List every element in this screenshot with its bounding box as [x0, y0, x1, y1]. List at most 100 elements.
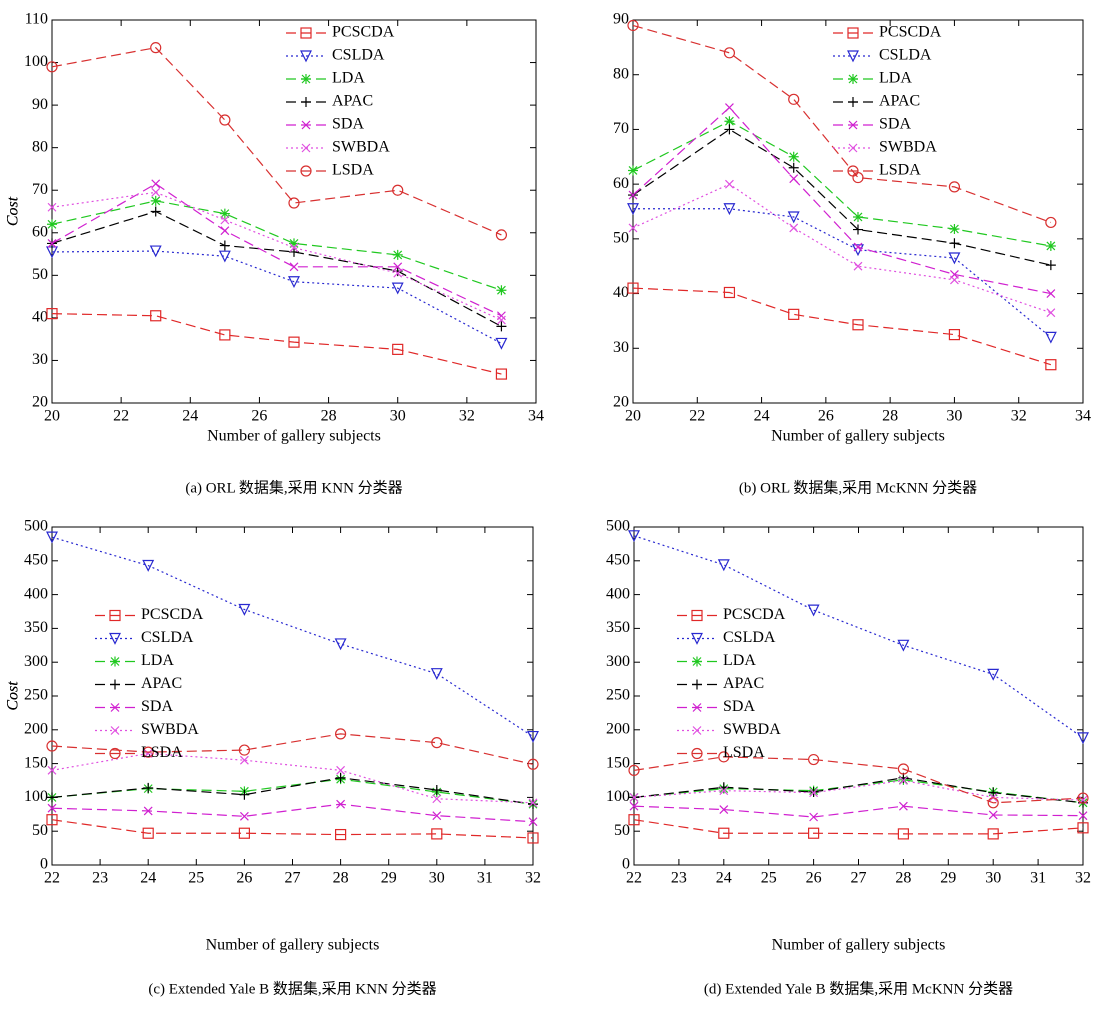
marker [143, 782, 154, 793]
legend-label: LSDA [332, 162, 374, 179]
series-line [632, 120, 1051, 247]
marker [692, 703, 702, 712]
marker [300, 27, 312, 39]
y-tick-label: 350 [606, 619, 630, 636]
marker [301, 74, 311, 84]
series-line [632, 24, 1052, 224]
marker [432, 794, 442, 804]
marker [430, 668, 443, 681]
legend: PCSCDA CSLDA LDA APAC SDA SWBDA LSDA [95, 606, 204, 761]
x-tick-label: 24 [182, 408, 198, 425]
x-axis-label: Number of gallery subjects [772, 937, 946, 954]
legend-label: LDA [723, 652, 756, 669]
series-line [51, 183, 502, 317]
x-tick-label: 27 [851, 870, 867, 887]
x-tick-label: 32 [525, 870, 541, 887]
marker [807, 604, 820, 617]
marker [495, 229, 508, 241]
marker [718, 751, 730, 763]
marker [988, 810, 998, 820]
marker [788, 151, 799, 162]
y-tick-label: 200 [606, 720, 630, 737]
legend-label: LDA [141, 652, 174, 669]
y-tick-label: 450 [606, 551, 630, 568]
legend-label: SWBDA [332, 139, 390, 156]
marker [142, 827, 154, 839]
marker [219, 208, 230, 219]
x-tick-label: 30 [390, 408, 406, 425]
x-tick-label: 22 [113, 408, 129, 425]
marker [288, 336, 300, 348]
marker [1044, 331, 1057, 344]
y-tick-label: 250 [24, 687, 48, 704]
y-tick-label: 450 [24, 551, 48, 568]
x-tick-label: 30 [946, 408, 962, 425]
x-axis-label: Number of gallery subjects [771, 428, 945, 445]
y-axis-label: Cost [5, 681, 22, 711]
marker [628, 814, 640, 826]
marker [948, 329, 961, 341]
y-tick-label: 90 [32, 96, 48, 113]
x-tick-label: 22 [689, 408, 705, 425]
marker [948, 181, 961, 193]
y-tick-label: 20 [613, 394, 629, 411]
marker [301, 97, 311, 107]
series-line [51, 778, 534, 805]
marker [1046, 308, 1056, 318]
legend-label: SWBDA [141, 721, 199, 738]
x-tick-label: 26 [818, 408, 834, 425]
x-tick-label: 29 [381, 870, 397, 887]
x-tick-label: 20 [625, 408, 641, 425]
marker [725, 103, 734, 112]
line-chart: 20 22 24 26 28 30 32 34 20 30 40 50 60 70 80 90 100 110 Nu… [5, 11, 544, 497]
series-line [51, 536, 534, 738]
marker [239, 811, 249, 821]
y-tick-label: 50 [614, 822, 630, 839]
y-tick-label: 110 [25, 11, 48, 28]
marker [627, 203, 639, 216]
x-tick-label: 28 [882, 408, 898, 425]
y-tick-label: 200 [24, 720, 48, 737]
marker [335, 828, 347, 841]
x-tick-label: 22 [44, 870, 60, 887]
x-tick-label: 23 [671, 870, 687, 887]
y-tick-label: 100 [606, 788, 630, 805]
marker [847, 50, 859, 63]
legend-label: CSLDA [332, 47, 385, 64]
marker [110, 656, 120, 667]
marker [47, 792, 57, 803]
series-line [51, 733, 534, 765]
marker [987, 797, 999, 809]
y-tick-label: 150 [606, 754, 630, 771]
series-line [633, 805, 1084, 818]
y-tick-label: 150 [24, 754, 48, 771]
marker [807, 753, 820, 766]
x-axis-label: Number of gallery subjects [206, 937, 380, 954]
marker [725, 179, 734, 189]
y-tick-label: 60 [32, 223, 48, 240]
marker [628, 530, 640, 543]
x-tick-label: 32 [1075, 870, 1091, 887]
series-line [633, 819, 1084, 835]
marker [238, 744, 250, 756]
x-tick-label: 26 [251, 408, 267, 425]
legend-label: LDA [332, 70, 365, 87]
marker [220, 215, 230, 225]
series-line [632, 183, 1052, 314]
marker [691, 747, 703, 760]
marker [495, 368, 508, 380]
marker [789, 174, 799, 184]
marker [723, 47, 736, 59]
marker [853, 242, 863, 252]
y-tick-label: 70 [32, 181, 48, 198]
marker [239, 755, 249, 765]
series-line [51, 819, 534, 839]
series-line [51, 777, 534, 805]
marker [300, 165, 312, 177]
marker [1077, 792, 1089, 804]
x-tick-label: 31 [477, 870, 493, 887]
marker [627, 19, 639, 32]
marker [847, 27, 859, 39]
x-tick-label: 28 [321, 408, 337, 425]
series-line [51, 803, 534, 823]
